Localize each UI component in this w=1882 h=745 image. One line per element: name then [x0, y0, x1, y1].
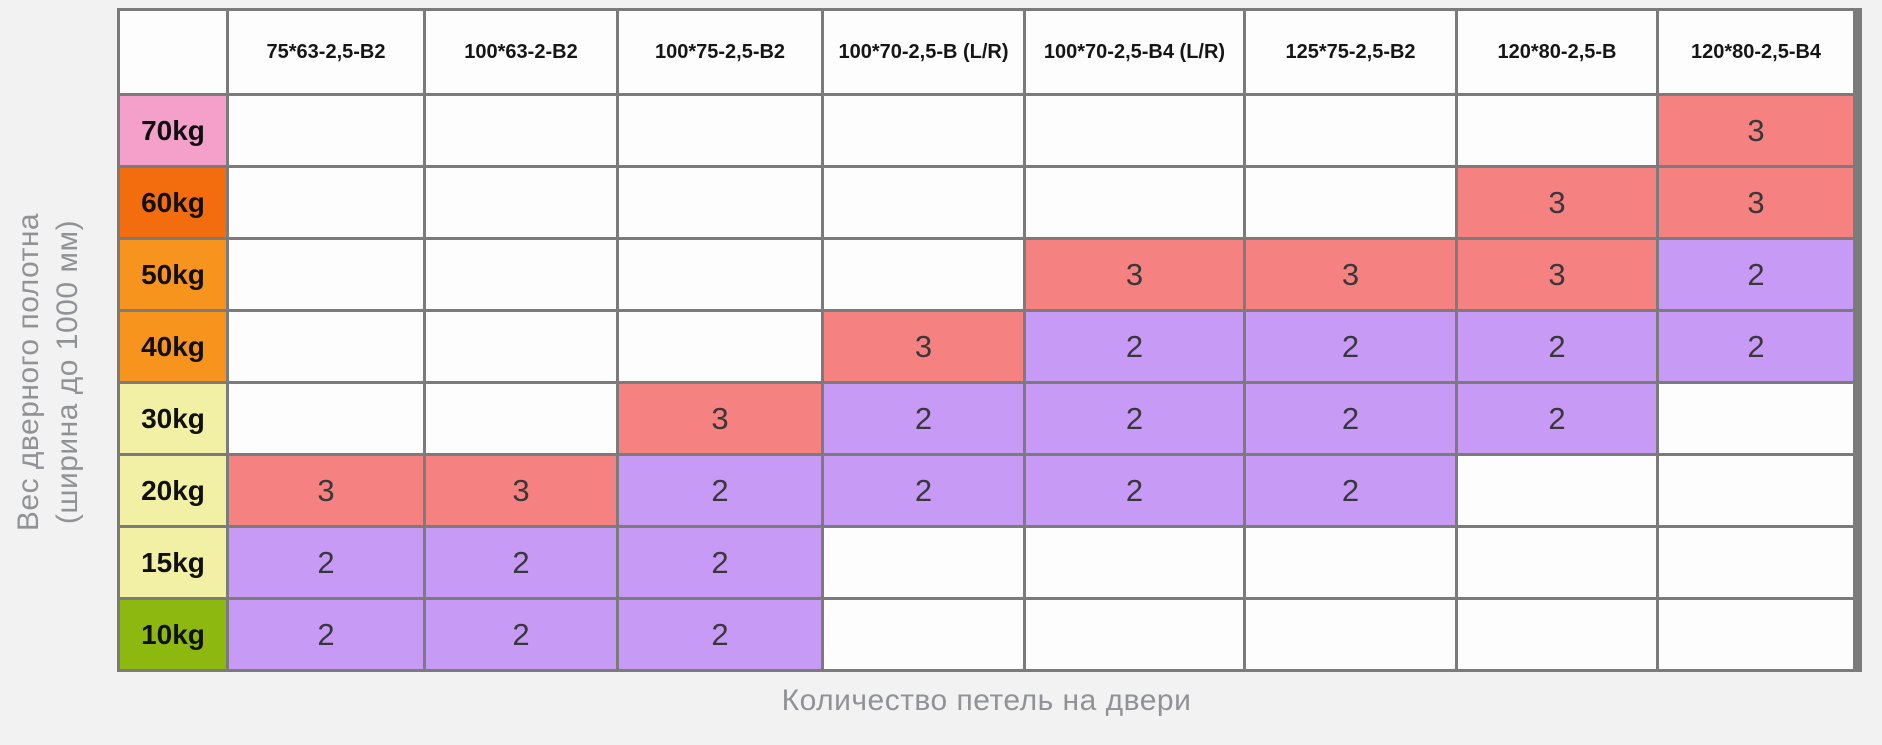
empty-cell	[426, 240, 616, 309]
row-header-70kg: 70kg	[120, 96, 226, 165]
y-axis-label-line1: Вес дверного полотна	[12, 212, 45, 532]
hinge-table: 75*63-2,5-B2 100*63-2-B2 100*75-2,5-B2 100*…	[117, 8, 1862, 672]
value-cell: 2	[824, 456, 1023, 525]
value-cell: 3	[1026, 240, 1243, 309]
empty-cell	[1246, 600, 1455, 669]
value-cell: 3	[619, 384, 821, 453]
value-cell: 2	[1026, 384, 1243, 453]
empty-cell	[619, 96, 821, 165]
value-cell: 2	[1458, 384, 1656, 453]
value-cell: 2	[1026, 312, 1243, 381]
value-cell: 2	[1026, 456, 1243, 525]
row-header-20kg: 20kg	[120, 456, 226, 525]
empty-cell	[229, 312, 423, 381]
value-cell: 2	[1246, 312, 1455, 381]
value-cell: 2	[229, 600, 423, 669]
empty-cell	[426, 384, 616, 453]
value-cell: 2	[619, 528, 821, 597]
empty-cell	[1659, 600, 1853, 669]
empty-cell	[619, 240, 821, 309]
empty-cell	[1246, 96, 1455, 165]
y-axis-label-line2: (ширина до 1000 мм)	[51, 219, 84, 525]
x-axis-label: Количество петель на двери	[781, 684, 1192, 717]
empty-cell	[1246, 528, 1455, 597]
value-cell: 3	[1246, 240, 1455, 309]
empty-cell	[426, 96, 616, 165]
column-header-0: 75*63-2,5-B2	[229, 11, 423, 93]
value-cell: 2	[426, 600, 616, 669]
empty-cell	[619, 168, 821, 237]
empty-cell	[1659, 528, 1853, 597]
value-cell: 2	[1458, 312, 1656, 381]
empty-cell	[824, 168, 1023, 237]
corner-cell	[120, 11, 226, 93]
empty-cell	[1458, 600, 1656, 669]
row-header-30kg: 30kg	[120, 384, 226, 453]
empty-cell	[1458, 456, 1656, 525]
empty-cell	[426, 168, 616, 237]
empty-cell	[1458, 96, 1656, 165]
empty-cell	[1458, 528, 1656, 597]
row-header-50kg: 50kg	[120, 240, 226, 309]
empty-cell	[1246, 168, 1455, 237]
empty-cell	[1026, 528, 1243, 597]
column-header-7: 120*80-2,5-B4	[1659, 11, 1853, 93]
row-header-10kg: 10kg	[120, 600, 226, 669]
empty-cell	[1659, 456, 1853, 525]
column-header-4: 100*70-2,5-B4 (L/R)	[1026, 11, 1243, 93]
value-cell: 3	[1458, 168, 1656, 237]
value-cell: 2	[1659, 312, 1853, 381]
empty-cell	[1026, 168, 1243, 237]
column-header-1: 100*63-2-B2	[426, 11, 616, 93]
value-cell: 2	[229, 528, 423, 597]
empty-cell	[824, 600, 1023, 669]
empty-cell	[1026, 600, 1243, 669]
value-cell: 2	[1246, 384, 1455, 453]
value-cell: 2	[1246, 456, 1455, 525]
empty-cell	[824, 528, 1023, 597]
column-header-6: 120*80-2,5-B	[1458, 11, 1656, 93]
value-cell: 3	[229, 456, 423, 525]
value-cell: 3	[426, 456, 616, 525]
empty-cell	[229, 384, 423, 453]
empty-cell	[229, 240, 423, 309]
value-cell: 2	[824, 384, 1023, 453]
empty-cell	[619, 312, 821, 381]
value-cell: 3	[1659, 96, 1853, 165]
column-header-5: 125*75-2,5-B2	[1246, 11, 1455, 93]
value-cell: 2	[619, 456, 821, 525]
value-cell: 3	[1659, 168, 1853, 237]
row-header-15kg: 15kg	[120, 528, 226, 597]
value-cell: 2	[1659, 240, 1853, 309]
value-cell: 3	[1458, 240, 1656, 309]
row-header-60kg: 60kg	[120, 168, 226, 237]
value-cell: 2	[426, 528, 616, 597]
empty-cell	[824, 96, 1023, 165]
empty-cell	[426, 312, 616, 381]
column-header-2: 100*75-2,5-B2	[619, 11, 821, 93]
empty-cell	[1659, 384, 1853, 453]
empty-cell	[229, 96, 423, 165]
value-cell: 2	[619, 600, 821, 669]
empty-cell	[824, 240, 1023, 309]
row-header-40kg: 40kg	[120, 312, 226, 381]
empty-cell	[1026, 96, 1243, 165]
column-header-3: 100*70-2,5-B (L/R)	[824, 11, 1023, 93]
value-cell: 3	[824, 312, 1023, 381]
empty-cell	[229, 168, 423, 237]
